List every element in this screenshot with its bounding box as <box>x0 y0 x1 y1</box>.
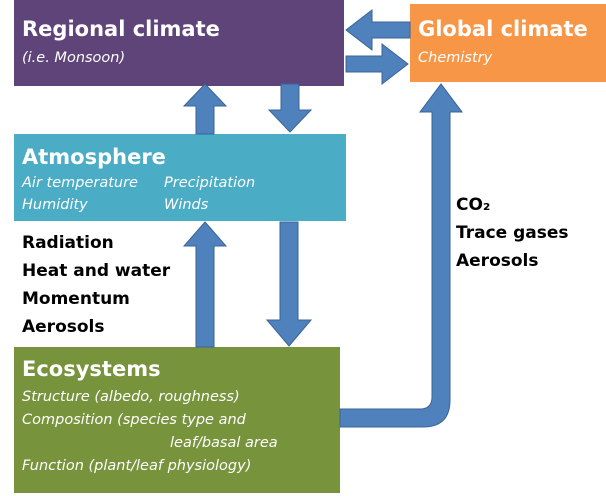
global-title: Global climate <box>418 17 588 41</box>
arrow-left <box>345 8 411 52</box>
regional-title: Regional climate <box>22 17 220 41</box>
atmosphere-item: Winds <box>164 197 209 213</box>
atmosphere-title: Atmosphere <box>22 145 166 169</box>
arrow-up <box>182 221 228 348</box>
flux: Radiation <box>22 233 114 253</box>
atmosphere-item: Precipitation <box>164 175 255 191</box>
regional-box <box>14 0 344 86</box>
ecosystems-box <box>14 347 340 493</box>
flux: Aerosols <box>22 317 105 337</box>
ecosystems-line: Function (plant/leaf physiology) <box>22 458 251 474</box>
flux: Heat and water <box>22 261 171 281</box>
arrow-right <box>345 42 409 86</box>
emission: Trace gases <box>456 223 569 243</box>
atmosphere-item: Humidity <box>22 197 88 213</box>
ecosystems-line: Structure (albedo, roughness) <box>22 389 240 405</box>
arrow-curved <box>339 83 463 428</box>
atmosphere-item: Air temperature <box>21 175 138 191</box>
ecosystems-title: Ecosystems <box>22 357 161 381</box>
global-box <box>410 4 606 82</box>
arrow-down <box>267 83 313 133</box>
flux: Momentum <box>22 289 130 309</box>
ecosystems-line: Composition (species type and <box>22 412 247 428</box>
emission: Aerosols <box>456 251 539 271</box>
atmosphere-box <box>14 134 346 221</box>
emission: CO₂ <box>456 195 490 215</box>
arrow-up <box>182 83 228 135</box>
arrow-down <box>265 221 313 347</box>
global-subtitle: Chemistry <box>418 50 493 66</box>
ecosystems-line: leaf/basal area <box>170 435 278 451</box>
regional-subtitle: (i.e. Monsoon) <box>22 50 125 66</box>
